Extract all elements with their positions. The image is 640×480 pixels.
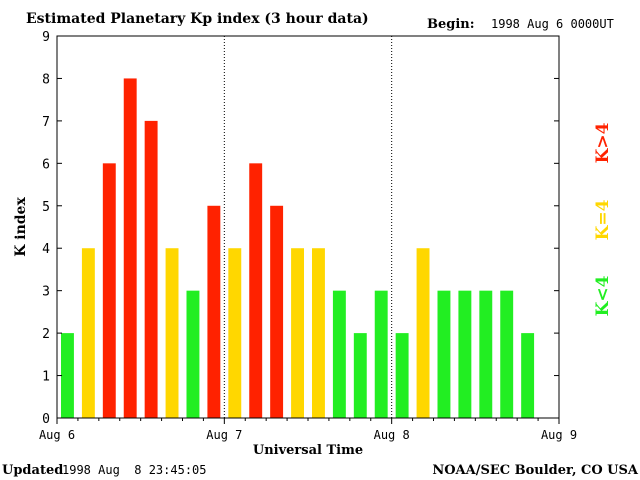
kp-bar: [270, 205, 284, 418]
kp-bar: [249, 163, 263, 418]
y-tick-label: 3: [42, 285, 50, 300]
kp-bar: [437, 290, 451, 418]
begin-label: Begin:: [427, 17, 475, 32]
kp-bar: [312, 248, 325, 418]
x-tick-label: Aug 9: [541, 428, 577, 442]
kp-bar: [291, 248, 304, 418]
kp-bar: [207, 205, 221, 418]
kp-bar: [165, 248, 179, 418]
legend: K<4 K=4 K>4: [593, 122, 613, 316]
x-tick-label: Aug 7: [206, 428, 242, 442]
kp-bar: [61, 333, 74, 418]
y-tick-label: 6: [42, 157, 50, 172]
kp-bar: [479, 290, 493, 418]
bars: [61, 78, 535, 418]
kp-bar: [228, 248, 242, 418]
kp-bar: [353, 333, 367, 418]
y-tick-label: 5: [42, 200, 50, 215]
footer-updated-label: Updated: [2, 463, 63, 478]
y-tick-label: 0: [42, 412, 50, 427]
legend-entry: K>4: [593, 122, 613, 163]
begin-value: 1998 Aug 6 0000UT: [491, 17, 614, 31]
legend-entry: K<4: [593, 275, 613, 316]
y-tick-label: 1: [42, 370, 50, 385]
x-tick-label: Aug 6: [39, 428, 75, 442]
kp-bar: [81, 248, 95, 418]
kp-bar: [416, 248, 430, 418]
kp-bar: [186, 290, 200, 418]
kp-bar: [123, 78, 137, 418]
chart-title: Estimated Planetary Kp index (3 hour dat…: [26, 11, 369, 27]
x-axis: Aug 6 Aug 7 Aug 8 Aug 9: [39, 418, 577, 442]
y-tick-label: 7: [42, 115, 50, 130]
x-axis-label: Universal Time: [253, 443, 363, 458]
y-axis-label: K index: [13, 197, 29, 257]
plot-frame: [56, 35, 560, 419]
x-tick-label: Aug 8: [374, 428, 410, 442]
y-tick-label: 9: [42, 30, 50, 45]
y-tick-label: 2: [42, 327, 50, 342]
kp-bar: [500, 290, 514, 418]
kp-bar: [458, 290, 472, 418]
footer-source: NOAA/SEC Boulder, CO USA: [432, 463, 639, 478]
day-dividers: [223, 36, 393, 418]
legend-entry: K=4: [593, 199, 613, 240]
kp-bar: [521, 333, 535, 418]
footer-updated-value: 1998 Aug 8 23:45:05: [62, 463, 207, 477]
y-tick-label: 8: [42, 72, 50, 87]
kp-bar: [332, 290, 346, 418]
kp-bar: [102, 163, 116, 418]
kp-bar: [395, 333, 409, 418]
kp-bar: [374, 290, 388, 418]
kp-bar: [144, 120, 158, 418]
y-tick-label: 4: [42, 242, 50, 257]
